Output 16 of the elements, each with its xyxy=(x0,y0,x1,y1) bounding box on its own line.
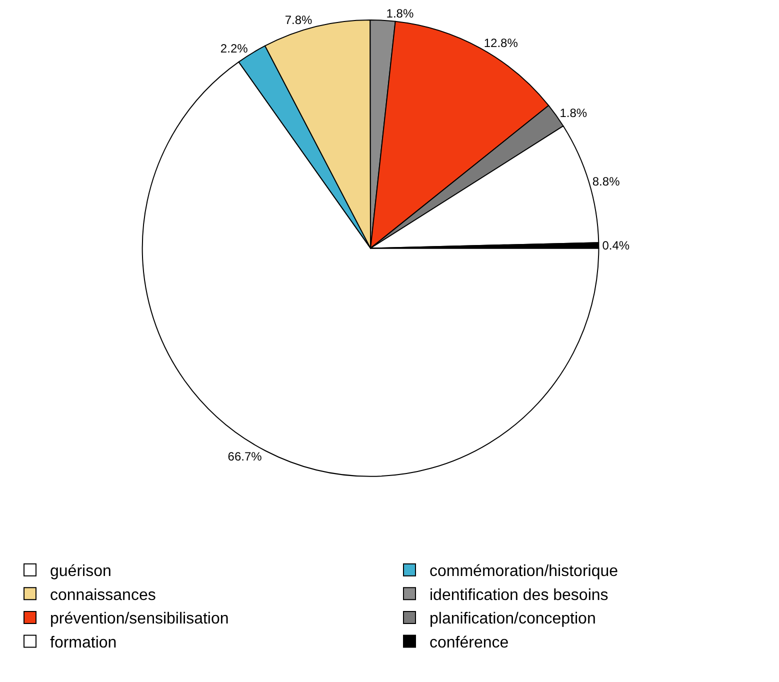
data-label: 12.8% xyxy=(484,36,518,50)
legend-label: identification des besoins xyxy=(430,586,608,604)
legend-label: connaissances xyxy=(50,586,156,604)
data-label: 7.8% xyxy=(284,13,313,27)
legend-label: prévention/sensibilisation xyxy=(50,610,229,628)
legend-label: conférence xyxy=(430,634,509,652)
data-label: 2.2% xyxy=(220,41,248,56)
legend-label: commémoration/historique xyxy=(430,563,618,580)
legend-label: planification/conception xyxy=(430,610,596,628)
data-label: 8.8% xyxy=(592,174,620,188)
legend-label: formation xyxy=(50,634,117,652)
data-label: 0.4% xyxy=(602,238,630,252)
data-label: 66.7% xyxy=(228,449,262,464)
legend-label: guérison xyxy=(50,563,112,580)
data-label: 1.8% xyxy=(386,6,414,20)
data-label: 1.8% xyxy=(560,106,588,120)
